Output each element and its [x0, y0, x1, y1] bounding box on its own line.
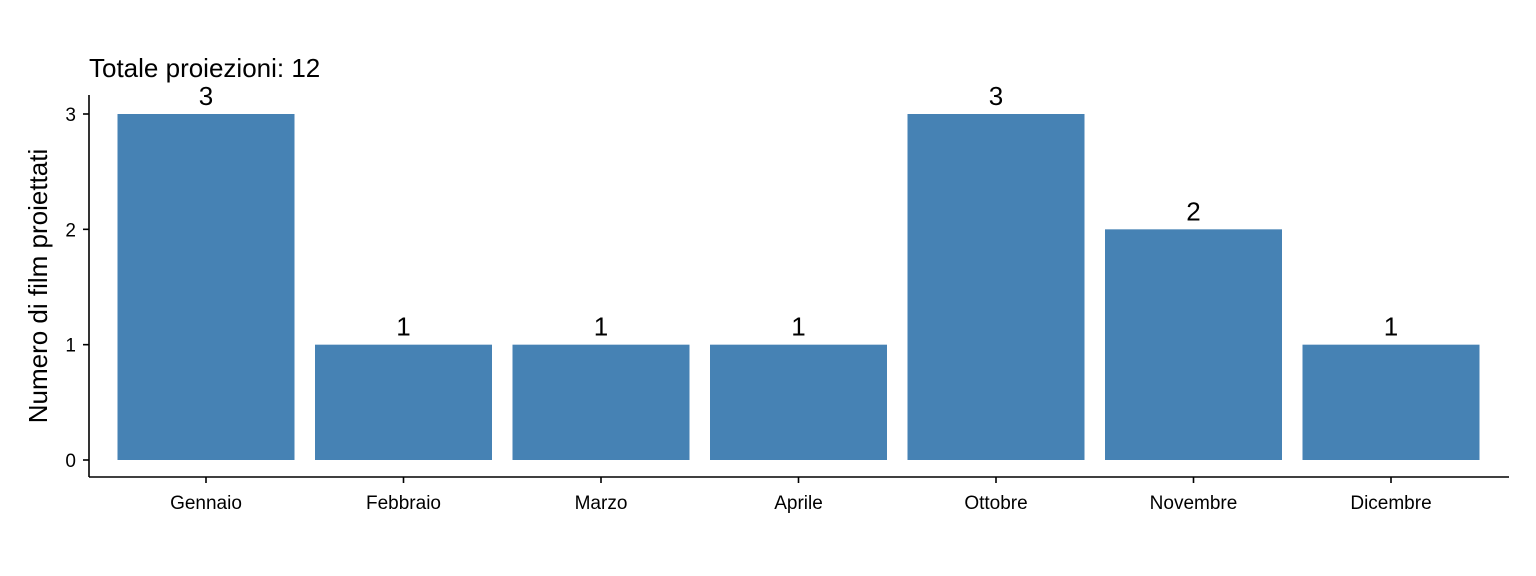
y-tick-label: 1 [65, 336, 76, 357]
x-tick-label-marzo: Marzo [575, 493, 628, 514]
bar-value-label: 1 [791, 312, 805, 342]
y-tick-label: 3 [65, 105, 76, 126]
bar-value-label: 2 [1186, 196, 1200, 226]
bar-gennaio [117, 114, 295, 460]
bar-ottobre [907, 114, 1085, 460]
bar-value-label: 3 [989, 81, 1003, 111]
x-tick-label-novembre: Novembre [1150, 493, 1238, 514]
x-tick-label-gennaio: Gennaio [170, 493, 242, 514]
bar-value-label: 1 [396, 312, 410, 342]
y-tick-label: 2 [65, 220, 76, 241]
x-tick-label-aprile: Aprile [774, 493, 823, 514]
x-tick-label-febbraio: Febbraio [366, 493, 441, 514]
bars-group [117, 114, 1480, 460]
bar-value-label: 1 [594, 312, 608, 342]
x-axis: Gennaio Febbraio Marzo Aprile Ottobre Novembr… [89, 476, 1509, 514]
bar-value-label: 1 [1384, 312, 1398, 342]
bar-marzo [512, 344, 690, 460]
bar-dicembre [1302, 344, 1480, 460]
chart-title: Totale proiezioni: 12 [89, 53, 320, 83]
y-axis-title: Numero di film proiettati [23, 149, 53, 424]
bar-value-label: 3 [199, 81, 213, 111]
y-tick-label: 0 [65, 451, 76, 472]
x-tick-label-ottobre: Ottobre [964, 493, 1027, 514]
y-axis: 0 1 2 3 [65, 95, 90, 477]
bar-labels-group: 3 1 1 1 3 2 1 [199, 81, 1398, 342]
bar-aprile [710, 344, 887, 460]
bar-febbraio [315, 344, 492, 460]
bar-novembre [1105, 229, 1282, 460]
x-tick-label-dicembre: Dicembre [1350, 493, 1431, 514]
